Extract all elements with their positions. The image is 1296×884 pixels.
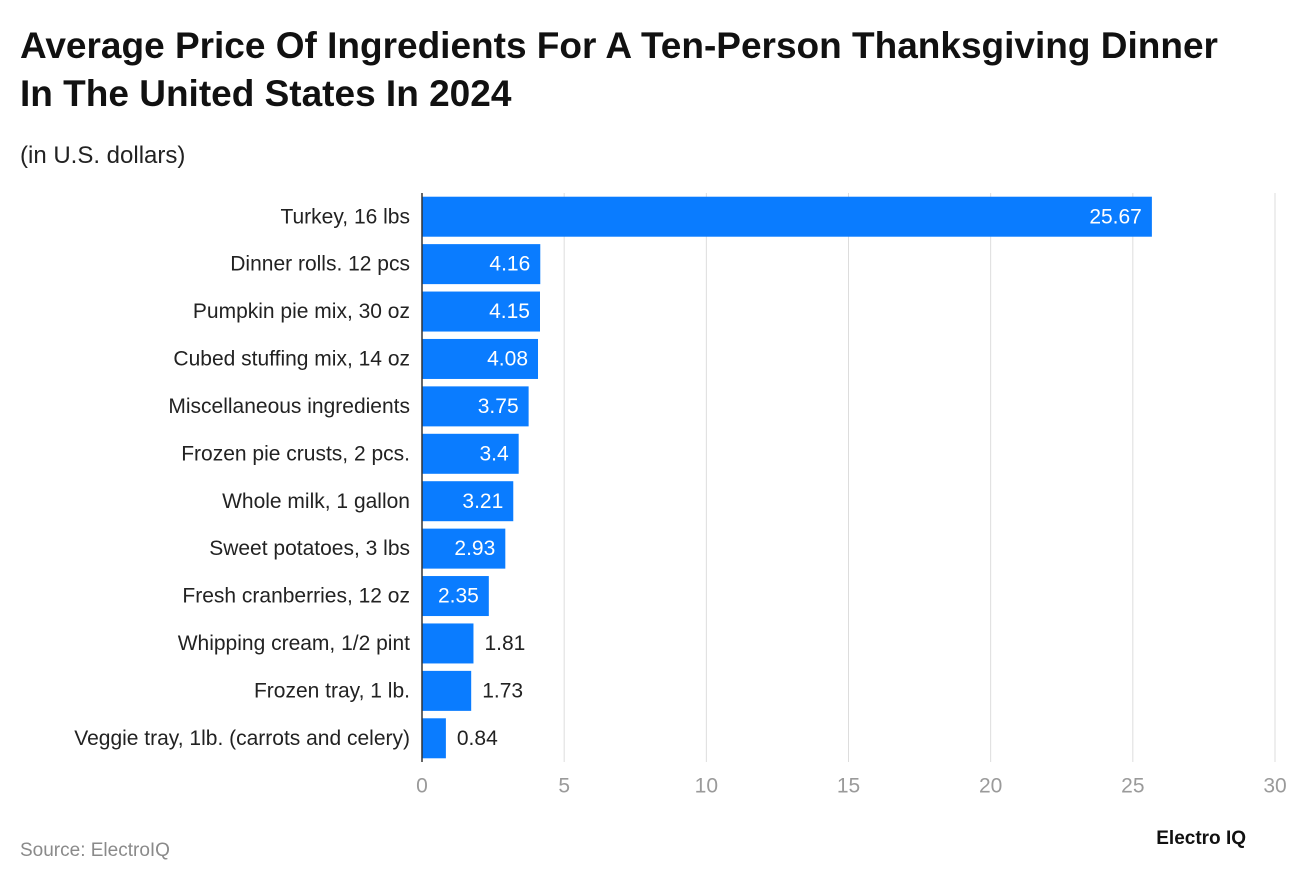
data-label: 4.08	[487, 348, 528, 371]
x-tick-label: 10	[695, 775, 718, 798]
bar	[422, 670, 472, 711]
bar	[422, 481, 514, 522]
y-tick-label: Whipping cream, 1/2 pint	[178, 632, 410, 655]
chart: 0 5 10 15 20 25 30 Turkey, 16 lbs 25.67 Dinner ro…	[74, 193, 1287, 798]
data-label: 4.16	[489, 253, 530, 276]
y-tick-label: Pumpkin pie mix, 30 oz	[193, 300, 410, 323]
chart-title: Average Price Of Ingredients For A Ten-P…	[20, 25, 1218, 114]
x-tick-label: 5	[558, 775, 570, 798]
y-tick-label: Frozen tray, 1 lb.	[254, 679, 410, 702]
data-label: 3.4	[479, 442, 509, 465]
data-label: 3.21	[462, 490, 503, 513]
bar	[422, 291, 540, 332]
y-tick-label: Fresh cranberries, 12 oz	[182, 585, 410, 608]
data-label: 2.35	[438, 585, 479, 608]
brand-logo: Electro IQ	[1156, 828, 1246, 849]
bar	[422, 338, 539, 379]
bar	[422, 623, 474, 664]
x-tick-label: 20	[979, 775, 1002, 798]
data-label: 1.73	[482, 679, 523, 702]
data-label: 25.67	[1089, 205, 1142, 228]
y-tick-label: Sweet potatoes, 3 lbs	[209, 537, 410, 560]
data-label: 2.93	[454, 537, 495, 560]
y-tick-label: Cubed stuffing mix, 14 oz	[173, 348, 410, 371]
data-label: 3.75	[478, 395, 519, 418]
data-label: 4.15	[489, 300, 530, 323]
data-label: 1.81	[484, 632, 525, 655]
x-tick-label: 0	[416, 775, 428, 798]
bar	[422, 196, 1152, 237]
data-label: 0.84	[457, 727, 498, 750]
bar	[422, 576, 489, 617]
y-tick-label: Miscellaneous ingredients	[168, 395, 410, 418]
bar	[422, 386, 529, 427]
y-tick-label: Veggie tray, 1lb. (carrots and celery)	[74, 727, 410, 750]
chart-subtitle: (in U.S. dollars)	[20, 142, 186, 169]
y-tick-label: Dinner rolls. 12 pcs	[230, 253, 410, 276]
bar	[422, 718, 446, 759]
y-tick-label: Whole milk, 1 gallon	[222, 490, 410, 513]
bar	[422, 244, 541, 285]
y-tick-label: Frozen pie crusts, 2 pcs.	[181, 442, 410, 465]
x-tick-label: 30	[1263, 775, 1286, 798]
x-tick-label: 15	[837, 775, 860, 798]
bar	[422, 528, 506, 569]
source: Source: ElectroIQ	[20, 840, 170, 861]
y-tick-label: Turkey, 16 lbs	[280, 205, 410, 228]
bar	[422, 433, 519, 474]
x-tick-label: 25	[1121, 775, 1144, 798]
